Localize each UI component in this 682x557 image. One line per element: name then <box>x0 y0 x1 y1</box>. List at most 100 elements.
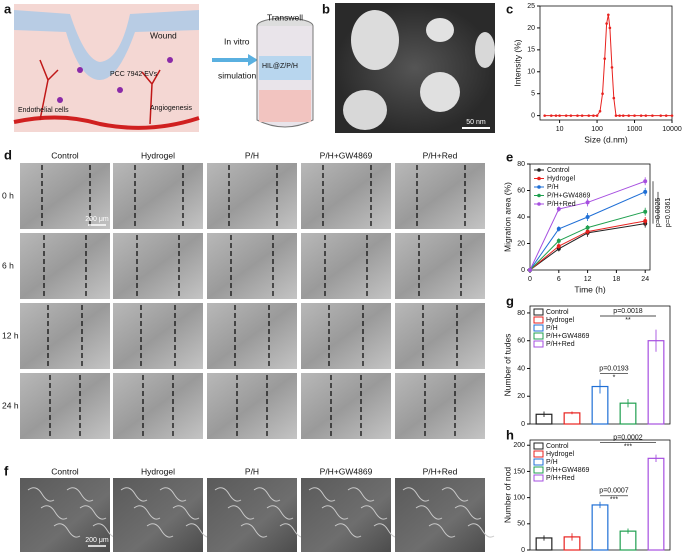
y-tick-label: 150 <box>513 468 525 475</box>
y-tick-label: 25 <box>527 3 535 10</box>
ev <box>57 97 63 103</box>
data-point <box>605 22 608 25</box>
data-point <box>601 92 604 95</box>
ev <box>117 87 123 93</box>
micrograph <box>301 163 391 229</box>
legend-label: P/H+GW4869 <box>546 333 589 340</box>
y-tick-label: 0 <box>531 112 535 119</box>
micrograph <box>207 233 297 299</box>
micrograph <box>301 233 391 299</box>
legend-label: Hydrogel <box>546 317 574 324</box>
micrograph <box>20 373 110 439</box>
column-header: P/H+GW4869 <box>320 466 373 476</box>
tube <box>360 505 388 520</box>
vesicle <box>343 90 387 130</box>
legend-label: P/H+GW4869 <box>547 192 590 199</box>
x-tick-label: 18 <box>613 276 621 283</box>
sprout <box>39 59 161 125</box>
y-tick-label: 20 <box>517 240 525 247</box>
panel-label: g <box>506 293 514 308</box>
legend-label: P/H <box>546 459 558 466</box>
y-tick-label: 10 <box>527 69 535 76</box>
data-point <box>598 109 602 113</box>
column-header: Hydrogel <box>141 466 175 476</box>
data-point <box>587 114 591 117</box>
tube <box>428 523 456 538</box>
vesicle <box>420 72 460 112</box>
tem-image: 50 nm <box>335 3 495 133</box>
label: Transwell <box>267 12 303 22</box>
legend-swatch <box>533 458 544 466</box>
micrograph <box>395 233 485 299</box>
data-point <box>556 238 561 243</box>
label: Wound <box>150 30 177 40</box>
y-tick-label: 60 <box>517 187 525 194</box>
micrograph <box>301 303 391 369</box>
x-tick-label: 0 <box>528 276 532 283</box>
tube <box>454 505 482 520</box>
label: Angiogenesis <box>150 105 193 112</box>
p-value: p=0.0007 <box>599 488 628 495</box>
label: PCC 7942 EVs <box>110 71 158 78</box>
data-point <box>556 207 561 212</box>
row-label: 24 h <box>2 400 19 410</box>
data-line <box>529 180 646 271</box>
data-point <box>569 114 573 117</box>
legend-marker <box>537 185 541 189</box>
column-header: Control <box>51 466 79 476</box>
hydrogel-layer <box>14 10 199 80</box>
y-tick-label: 80 <box>517 310 525 317</box>
data-point <box>618 114 621 117</box>
legend-marker <box>537 193 541 198</box>
legend-label: Hydrogel <box>547 175 575 182</box>
bar <box>647 340 665 425</box>
legend-marker <box>537 168 541 172</box>
tube <box>227 505 255 520</box>
x-axis-label: Size (d.nm) <box>584 134 628 144</box>
bar <box>591 504 609 551</box>
micrograph <box>113 233 203 299</box>
micrograph <box>20 233 110 299</box>
tube <box>66 487 94 502</box>
label: HIL@Z/P/H <box>262 63 298 70</box>
x-tick-label: 10 <box>556 126 564 133</box>
micrograph <box>207 373 297 439</box>
data-point <box>612 96 616 100</box>
data-line <box>529 211 646 271</box>
significance: *** <box>624 444 632 451</box>
p-value: p=0.0193 <box>599 365 628 372</box>
panel-label: c <box>506 1 513 16</box>
panel-label: h <box>506 427 514 442</box>
column-header: P/H+GW4869 <box>320 150 373 160</box>
significance: *** <box>610 497 618 504</box>
legend-label: P/H+Red <box>547 201 576 208</box>
data-point <box>644 114 648 117</box>
column-header: P/H <box>245 466 259 476</box>
y-tick-label: 0 <box>521 267 525 274</box>
gel <box>259 56 311 80</box>
y-tick-label: 80 <box>517 161 525 168</box>
legend-marker <box>537 176 541 181</box>
tube <box>133 505 161 520</box>
plot-frame <box>539 5 673 121</box>
data-point <box>585 225 590 230</box>
data-point <box>585 229 590 234</box>
y-tick-label: 60 <box>517 338 525 345</box>
tube <box>321 505 349 520</box>
panel-label: b <box>322 1 330 16</box>
data-point <box>610 66 614 69</box>
y-tick-label: 20 <box>527 25 535 32</box>
x-tick-label: 10000 <box>662 126 682 133</box>
data-point <box>627 114 631 117</box>
column-header: P/H+Red <box>423 150 458 160</box>
data-point <box>643 209 648 214</box>
micrograph <box>395 478 485 552</box>
y-tick-label: 15 <box>527 47 535 54</box>
p-value: p=0.0018 <box>613 308 642 315</box>
legend-label: P/H <box>546 325 558 332</box>
data-point <box>543 114 546 117</box>
scale-label: 200 μm <box>85 216 109 223</box>
x-tick-label: 100 <box>591 126 603 133</box>
y-tick-label: 40 <box>517 214 525 221</box>
